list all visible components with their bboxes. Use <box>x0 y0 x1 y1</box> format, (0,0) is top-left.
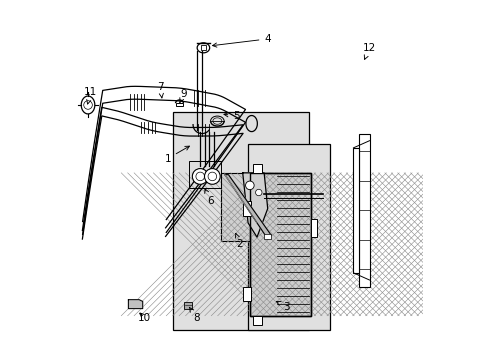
Bar <box>242 202 250 216</box>
Text: 8: 8 <box>189 307 199 323</box>
Circle shape <box>245 181 254 190</box>
Circle shape <box>192 168 207 184</box>
Circle shape <box>204 168 220 184</box>
Circle shape <box>207 172 216 181</box>
Bar <box>253 164 262 173</box>
Text: 2: 2 <box>235 234 243 249</box>
Bar <box>253 316 262 325</box>
Text: 3: 3 <box>276 301 289 312</box>
Circle shape <box>196 172 204 181</box>
Text: 9: 9 <box>180 89 187 102</box>
Bar <box>247 144 329 330</box>
Bar <box>175 103 183 106</box>
Text: 6: 6 <box>204 189 213 206</box>
Bar <box>353 148 358 273</box>
Text: 4: 4 <box>212 34 270 47</box>
Bar <box>173 112 308 330</box>
Bar <box>189 161 221 188</box>
Bar <box>310 219 316 237</box>
Bar <box>221 173 272 241</box>
Polygon shape <box>242 173 267 237</box>
Bar <box>200 45 206 50</box>
Bar <box>242 287 250 301</box>
Text: 7: 7 <box>157 82 163 98</box>
Text: 5: 5 <box>224 111 240 121</box>
Text: 12: 12 <box>362 43 375 59</box>
Polygon shape <box>128 300 142 309</box>
Bar <box>264 234 270 239</box>
Circle shape <box>255 189 262 196</box>
Text: 11: 11 <box>84 87 97 104</box>
Bar <box>358 134 369 287</box>
Polygon shape <box>224 175 271 239</box>
Bar <box>249 173 310 316</box>
Text: 1: 1 <box>164 146 189 163</box>
Circle shape <box>83 101 92 109</box>
Text: 10: 10 <box>138 312 151 323</box>
Bar <box>184 302 192 309</box>
Bar <box>249 173 310 316</box>
